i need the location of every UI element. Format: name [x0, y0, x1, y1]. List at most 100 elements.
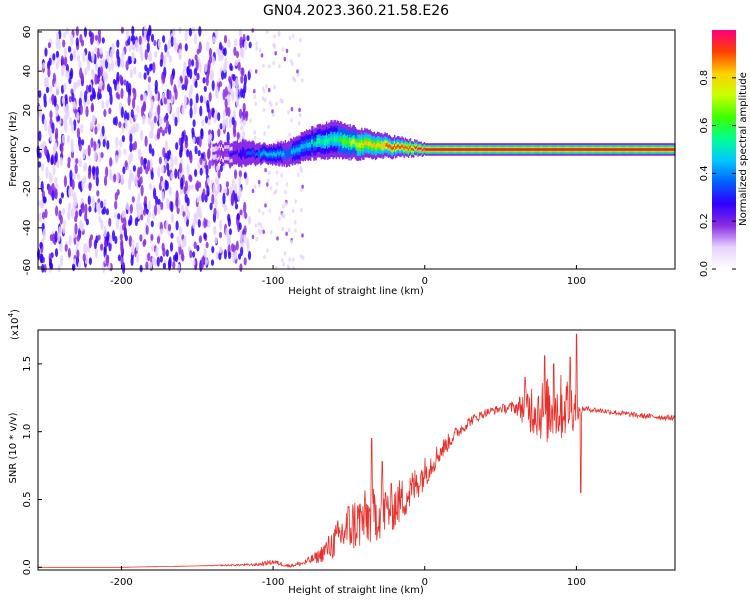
x-tick-label: -100	[262, 577, 285, 588]
heatmap-cell	[108, 217, 112, 227]
heatmap-cell	[79, 90, 83, 99]
heatmap-cell	[189, 152, 193, 164]
heatmap-band-cell	[320, 139, 323, 146]
heatmap-band-cell	[418, 147, 420, 150]
heatmap-cell	[231, 116, 235, 126]
heatmap-cell	[147, 200, 151, 212]
heatmap-cell	[75, 158, 79, 165]
heatmap-cell	[121, 210, 125, 219]
heatmap-cell	[192, 259, 196, 266]
heatmap-cell	[85, 106, 89, 118]
heatmap-cell	[216, 165, 220, 172]
heatmap-cell	[84, 203, 88, 216]
heatmap-band-cell	[258, 151, 260, 155]
x-tick-label: -200	[110, 276, 133, 287]
heatmap-cell	[198, 26, 202, 37]
heatmap-band-cell	[262, 151, 264, 155]
heatmap-cell	[160, 201, 164, 211]
heatmap-cell	[84, 67, 88, 76]
y-tick-label: -20	[22, 181, 33, 197]
heatmap-cell	[237, 190, 241, 201]
heatmap-cell	[138, 35, 142, 45]
heatmap-cell	[95, 165, 99, 178]
heatmap-cell	[183, 94, 187, 106]
heatmap-cell	[44, 122, 48, 132]
heatmap-cell	[149, 261, 153, 270]
heatmap-cell	[238, 170, 242, 178]
heatmap-cell	[44, 47, 48, 57]
heatmap-cell	[45, 86, 50, 94]
heatmap-band-cell	[231, 152, 233, 157]
heatmap-cell	[37, 161, 42, 168]
heatmap-cell	[239, 40, 243, 49]
heatmap-cell	[284, 201, 288, 206]
heatmap-cell	[203, 85, 207, 92]
heatmap-cell	[272, 112, 275, 118]
heatmap-band-cell	[225, 151, 227, 155]
heatmap-cell	[80, 123, 84, 134]
heatmap-cell	[101, 208, 105, 215]
multiplier-base: (x10	[10, 317, 21, 340]
heatmap-cell	[190, 183, 194, 190]
heatmap-cell	[227, 217, 231, 227]
heatmap-cell	[189, 98, 193, 108]
heatmap-cell	[228, 228, 232, 236]
heatmap-band-cell	[410, 148, 413, 151]
heatmap-cell	[55, 205, 59, 217]
heatmap-cell	[153, 115, 157, 124]
heatmap-cell	[70, 34, 74, 46]
heatmap-band-cell	[276, 152, 278, 157]
heatmap-band-cell	[397, 144, 399, 148]
heatmap-cell	[260, 53, 264, 58]
heatmap-band-cell	[378, 142, 380, 147]
heatmap-cell	[41, 263, 45, 273]
heatmap-cell	[61, 134, 65, 144]
heatmap-band-cell	[422, 148, 424, 151]
heatmap-cell	[181, 131, 185, 140]
heatmap-cell	[170, 232, 174, 239]
x-tick-label: 0	[422, 577, 428, 588]
heatmap-cell	[221, 70, 225, 81]
heatmap-band-cell	[368, 142, 370, 147]
x-tick-label: 0	[422, 276, 428, 287]
y-tick-label: -60	[22, 259, 33, 275]
x-tick-label: 100	[567, 276, 586, 287]
heatmap-cell	[237, 61, 241, 71]
heatmap-band-cell	[264, 151, 266, 155]
heatmap-cell	[76, 54, 81, 63]
heatmap-cell	[291, 33, 295, 39]
heatmap-cell	[128, 45, 132, 52]
heatmap-cell	[243, 201, 247, 214]
heatmap-cell	[174, 156, 178, 166]
heatmap-band-cell	[259, 151, 261, 155]
heatmap-cell	[265, 84, 268, 89]
heatmap-cell	[191, 127, 195, 135]
heatmap-cell	[70, 138, 74, 151]
heatmap-cell	[146, 30, 150, 43]
heatmap-cell	[114, 200, 118, 210]
heatmap-cell	[140, 184, 144, 197]
heatmap-cell	[193, 67, 198, 77]
heatmap-cell	[81, 202, 85, 214]
heatmap-band-cell	[367, 141, 369, 146]
colorbar-tick-label: 0.6	[699, 118, 710, 134]
heatmap-cell	[62, 207, 66, 215]
heatmap-cell	[243, 172, 247, 179]
heatmap-cell	[75, 26, 79, 37]
colorbar-tick-label: 0.8	[699, 70, 710, 86]
heatmap-band-cell	[291, 149, 293, 154]
heatmap-cell	[225, 181, 229, 188]
heatmap-cell	[132, 43, 136, 51]
heatmap-cell	[108, 107, 112, 115]
heatmap-band-cell	[384, 142, 386, 146]
heatmap-cell	[281, 204, 285, 209]
heatmap-band-cell	[412, 147, 414, 151]
heatmap-cell	[235, 86, 239, 98]
heatmap-cell	[193, 106, 197, 115]
heatmap-cell	[38, 90, 42, 99]
heatmap-cell	[140, 214, 144, 221]
heatmap-band-cell	[308, 143, 310, 148]
heatmap-cell	[97, 234, 101, 241]
heatmap-band-cell	[283, 153, 285, 157]
heatmap-cell	[231, 90, 235, 102]
